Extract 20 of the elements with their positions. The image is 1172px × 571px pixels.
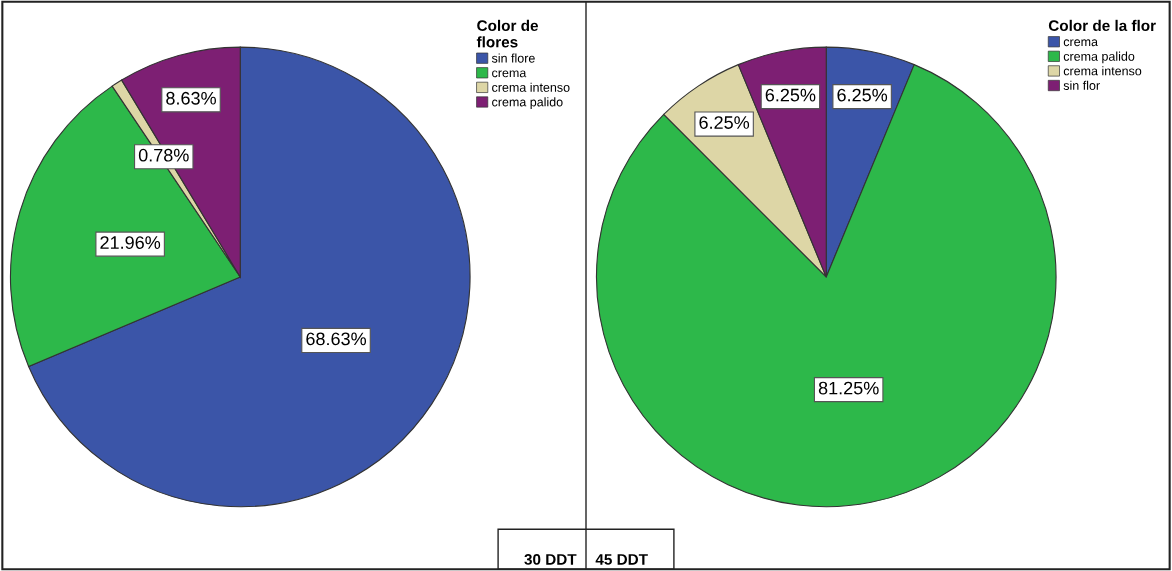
data-label: 8.63% xyxy=(166,91,216,105)
data-label: 6.25% xyxy=(837,88,888,102)
data-label: 68.63% xyxy=(306,332,367,346)
legend-label: crema xyxy=(1063,39,1098,47)
data-label: 6.25% xyxy=(765,88,816,102)
data-label: 81.25% xyxy=(818,381,879,395)
legend-label: crema palido xyxy=(1063,51,1135,64)
data-label: 0.78% xyxy=(138,148,189,162)
legend-title: Color de la flor xyxy=(1048,19,1156,32)
legend-label: crema intenso xyxy=(492,82,570,92)
legend-label: sin flore xyxy=(491,53,535,63)
legend-label: crema palido xyxy=(492,97,563,109)
text: 45 DDT xyxy=(595,554,648,565)
data-label: 21.96% xyxy=(100,236,161,249)
legend-label: crema xyxy=(492,70,527,78)
legend-title: Color de flores xyxy=(476,19,538,48)
text: 30 DDT xyxy=(524,554,577,565)
legend-label: crema intenso xyxy=(1063,66,1142,76)
legend-label: sin flor xyxy=(1063,80,1100,90)
data-label: 6.25% xyxy=(699,116,750,129)
